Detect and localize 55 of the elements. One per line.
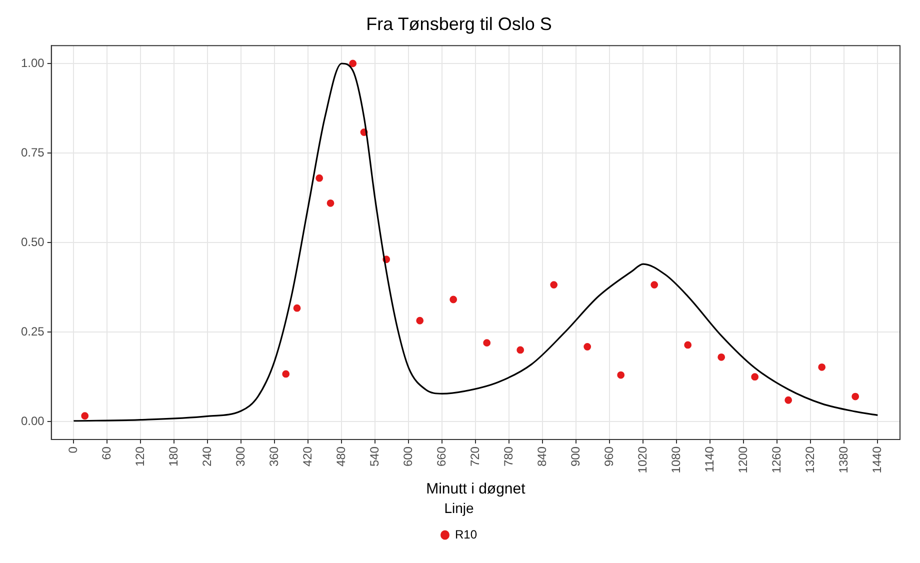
x-tick-label: 120	[133, 446, 147, 467]
legend-label: R10	[454, 527, 478, 542]
y-tick-label: 0.25	[20, 324, 45, 338]
x-tick-label: 1260	[769, 446, 784, 474]
point	[751, 373, 759, 381]
x-tick-label: 180	[166, 446, 180, 467]
x-tick-label: 300	[233, 446, 248, 467]
x-tick-label: 1200	[736, 446, 750, 474]
x-tick-label: 60	[100, 446, 114, 460]
x-tick-label: 420	[300, 446, 314, 467]
y-tick-label: 0.50	[20, 234, 45, 249]
point	[684, 341, 692, 349]
point	[483, 339, 491, 347]
x-tick-label: 1020	[635, 446, 650, 474]
y-tick-label: 0.75	[20, 145, 45, 160]
point	[81, 412, 89, 420]
line-series	[72, 62, 878, 422]
point	[584, 343, 592, 350]
point	[293, 304, 301, 312]
point	[316, 174, 324, 182]
x-tick-label: 360	[266, 446, 281, 467]
point	[852, 392, 860, 400]
point	[516, 346, 524, 354]
point	[282, 370, 290, 378]
x-tick-label: 0	[66, 446, 80, 454]
x-tick-label: 240	[200, 446, 214, 467]
x-tick-label: 600	[400, 446, 415, 467]
x-tick-label: 960	[602, 446, 616, 467]
y-tick-label: 0.00	[20, 414, 45, 428]
x-tick-label: 840	[534, 446, 549, 467]
x-tick-label: 1080	[668, 446, 683, 474]
point	[784, 396, 792, 404]
point	[416, 316, 424, 324]
x-tick-label: 1320	[802, 446, 817, 474]
point	[718, 353, 726, 361]
point	[650, 281, 658, 289]
point	[617, 371, 625, 379]
legend-title: Linje	[444, 500, 474, 516]
point	[349, 60, 357, 68]
x-tick-label: 1440	[870, 446, 884, 474]
point	[326, 199, 334, 207]
x-tick-label: 660	[434, 446, 448, 467]
y-tick-label: 1.00	[20, 56, 45, 70]
point	[450, 296, 458, 304]
chart-title: Fra Tønsberg til Oslo S	[366, 14, 552, 34]
x-tick-label: 540	[367, 446, 382, 467]
x-tick-label: 720	[468, 446, 482, 467]
point	[818, 363, 826, 371]
x-tick-label: 780	[501, 446, 516, 467]
x-tick-label: 1140	[702, 446, 716, 472]
x-tick-label: 900	[568, 446, 582, 467]
x-axis-title: Minutt i døgnet	[426, 480, 526, 498]
point	[550, 281, 558, 289]
x-tick-label: 1380	[836, 446, 850, 474]
x-tick-label: 480	[334, 446, 348, 467]
